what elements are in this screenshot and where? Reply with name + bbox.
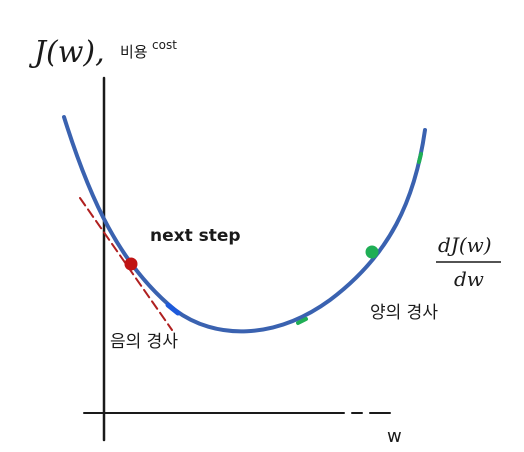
green-segment-mark-top xyxy=(417,152,423,164)
w-axis-label: w xyxy=(387,426,402,447)
green-point xyxy=(365,245,379,259)
cost-curve xyxy=(62,115,427,334)
green-segment-mark-bottom xyxy=(296,317,308,325)
j-of-w-label: J(w), xyxy=(28,35,105,70)
red-point xyxy=(124,257,138,271)
derivative-numerator: dJ(w) xyxy=(438,233,492,257)
negative-slope-label: 음의 경사 xyxy=(110,332,178,352)
derivative-denominator: dw xyxy=(454,267,484,291)
positive-slope-label: 양의 경사 xyxy=(370,303,438,323)
cost-english-label: cost xyxy=(152,38,177,52)
next-step-label: next step xyxy=(150,226,241,246)
cost-korean-label: 비용 xyxy=(120,43,148,61)
tangent-line xyxy=(79,197,173,331)
blue-segment-mark xyxy=(165,302,181,316)
